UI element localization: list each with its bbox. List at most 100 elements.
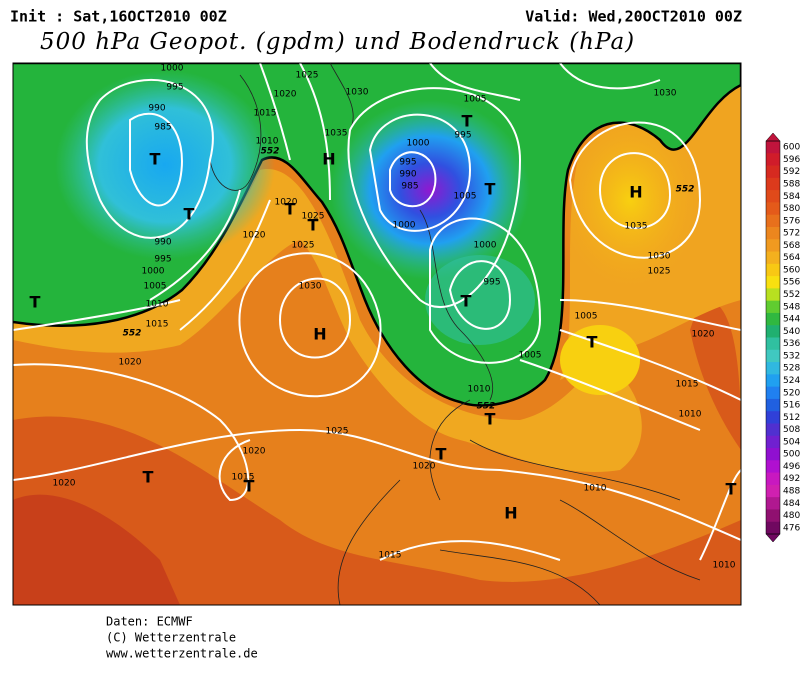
- colorbar-label: 488: [783, 487, 800, 497]
- colorbar-label: 540: [783, 327, 800, 337]
- colorbar-swatch: [766, 263, 780, 277]
- colorbar-cap: [765, 132, 781, 142]
- pressure-center: T: [462, 112, 473, 131]
- high-core: [560, 325, 640, 395]
- isobar-label: 1000: [142, 267, 165, 277]
- pressure-center: H: [629, 183, 642, 202]
- colorbar-swatch: [766, 362, 780, 375]
- colorbar-label: 600: [783, 143, 800, 153]
- colorbar-swatch: [766, 521, 780, 535]
- isobar-label: 1005: [575, 312, 598, 322]
- colorbar-swatch: [766, 325, 780, 338]
- colorbar-swatch: [766, 398, 780, 412]
- colorbar: 600 596 592 588 584 580 576 572 568 564 560 556 552 5…: [765, 132, 800, 543]
- colorbar-swatch: [766, 497, 780, 510]
- isobar-label: 995: [483, 278, 500, 288]
- colorbar-label: 492: [783, 474, 800, 484]
- low-core: [55, 70, 275, 260]
- colorbar-swatch: [766, 214, 780, 228]
- colorbar-swatch: [766, 435, 780, 449]
- isobar: [238, 252, 382, 398]
- footer-url: www.wetterzentrale.de: [106, 647, 258, 661]
- colorbar-label: 484: [783, 499, 800, 509]
- colorbar-label: 496: [783, 462, 800, 472]
- pressure-center: T: [485, 180, 496, 199]
- isobar-label: 1020: [275, 198, 298, 208]
- isobar: [149, 189, 741, 431]
- footer-source: Daten: ECMWF: [106, 615, 193, 629]
- isobar: [13, 363, 741, 561]
- colorbar-label: 516: [783, 401, 800, 411]
- colorbar-swatch: [766, 202, 780, 216]
- colorbar-label: 584: [783, 192, 800, 202]
- colorbar-swatch: [766, 141, 780, 154]
- pressure-center: T: [150, 150, 161, 169]
- colorbar-swatch: [766, 423, 780, 437]
- colorbar-swatch: [766, 288, 780, 302]
- footer-copyright: (C) Wetterzentrale: [106, 631, 236, 645]
- colorbar-label: 508: [783, 425, 800, 435]
- colorbar-label: 588: [783, 179, 800, 189]
- colorbar-swatch: [766, 153, 780, 167]
- isobar: [85, 79, 214, 239]
- isobar-label: 1020: [243, 447, 266, 457]
- contour-label: 552: [676, 185, 695, 195]
- isobar-label: 1015: [232, 473, 255, 483]
- map-labels: 1000 995 990 985 1025 1020 1015 1010 1030 1035 100…: [30, 64, 737, 571]
- pressure-center: T: [308, 216, 319, 235]
- isobar-label: 1020: [119, 358, 142, 368]
- coastline: [209, 63, 701, 605]
- isobar-label: 995: [399, 158, 416, 168]
- colorbar-label: 512: [783, 413, 800, 423]
- isobar-label: 1035: [625, 222, 648, 232]
- colorbar-label: 476: [783, 523, 800, 533]
- colorbar-cap: [765, 533, 781, 543]
- pressure-center: T: [461, 292, 472, 311]
- contour-label: 552: [477, 402, 496, 412]
- low-core: [330, 100, 530, 280]
- isobar-label: 1005: [464, 95, 487, 105]
- isobar-label: 1015: [379, 551, 402, 561]
- isobar-label: 1010: [679, 410, 702, 420]
- colorbar-label: 480: [783, 511, 800, 521]
- isobar-label: 1025: [302, 212, 325, 222]
- colorbar-label: 528: [783, 364, 800, 374]
- colorbar-swatch: [766, 300, 780, 314]
- colorbar-swatch: [766, 251, 780, 265]
- warm-region: [13, 494, 180, 605]
- colorbar-swatch: [766, 472, 780, 486]
- colorbar-label: 576: [783, 216, 800, 226]
- isobar-label: 1025: [326, 427, 349, 437]
- colorbar-swatch: [766, 349, 780, 363]
- isobar-label: 1010: [584, 484, 607, 494]
- chart-title: 500 hPa Geopot. (gpdm) und Bodendruck (h…: [40, 29, 635, 55]
- colorbar-swatch: [766, 190, 780, 203]
- warm-region: [13, 416, 741, 605]
- pressure-center: T: [587, 333, 598, 352]
- isobar: [568, 121, 702, 259]
- isobar-label: 1015: [254, 109, 277, 119]
- isobar-label: 995: [154, 255, 171, 265]
- contour-label: 552: [123, 329, 142, 339]
- transition-band: [13, 169, 642, 473]
- isobar-label: 1020: [274, 90, 297, 100]
- colorbar-swatch: [766, 448, 780, 461]
- pressure-center: T: [244, 477, 255, 496]
- colorbar-label: 572: [783, 229, 800, 239]
- pressure-center: T: [30, 293, 41, 312]
- isobar-label: 1035: [325, 129, 348, 139]
- isobar-label: 1025: [292, 241, 315, 251]
- isobar-label: 1010: [713, 561, 736, 571]
- isobar-label: 1030: [654, 89, 677, 99]
- isobar-label: 1010: [256, 137, 279, 147]
- pressure-center: T: [726, 480, 737, 499]
- colorbar-swatch: [766, 239, 780, 253]
- colorbar-label: 564: [783, 253, 800, 263]
- map-frame: [12, 62, 742, 606]
- pressure-center: T: [285, 200, 296, 219]
- isobar-label: 1025: [296, 71, 319, 81]
- isobar: [13, 63, 661, 331]
- colorbar-label: 500: [783, 450, 800, 460]
